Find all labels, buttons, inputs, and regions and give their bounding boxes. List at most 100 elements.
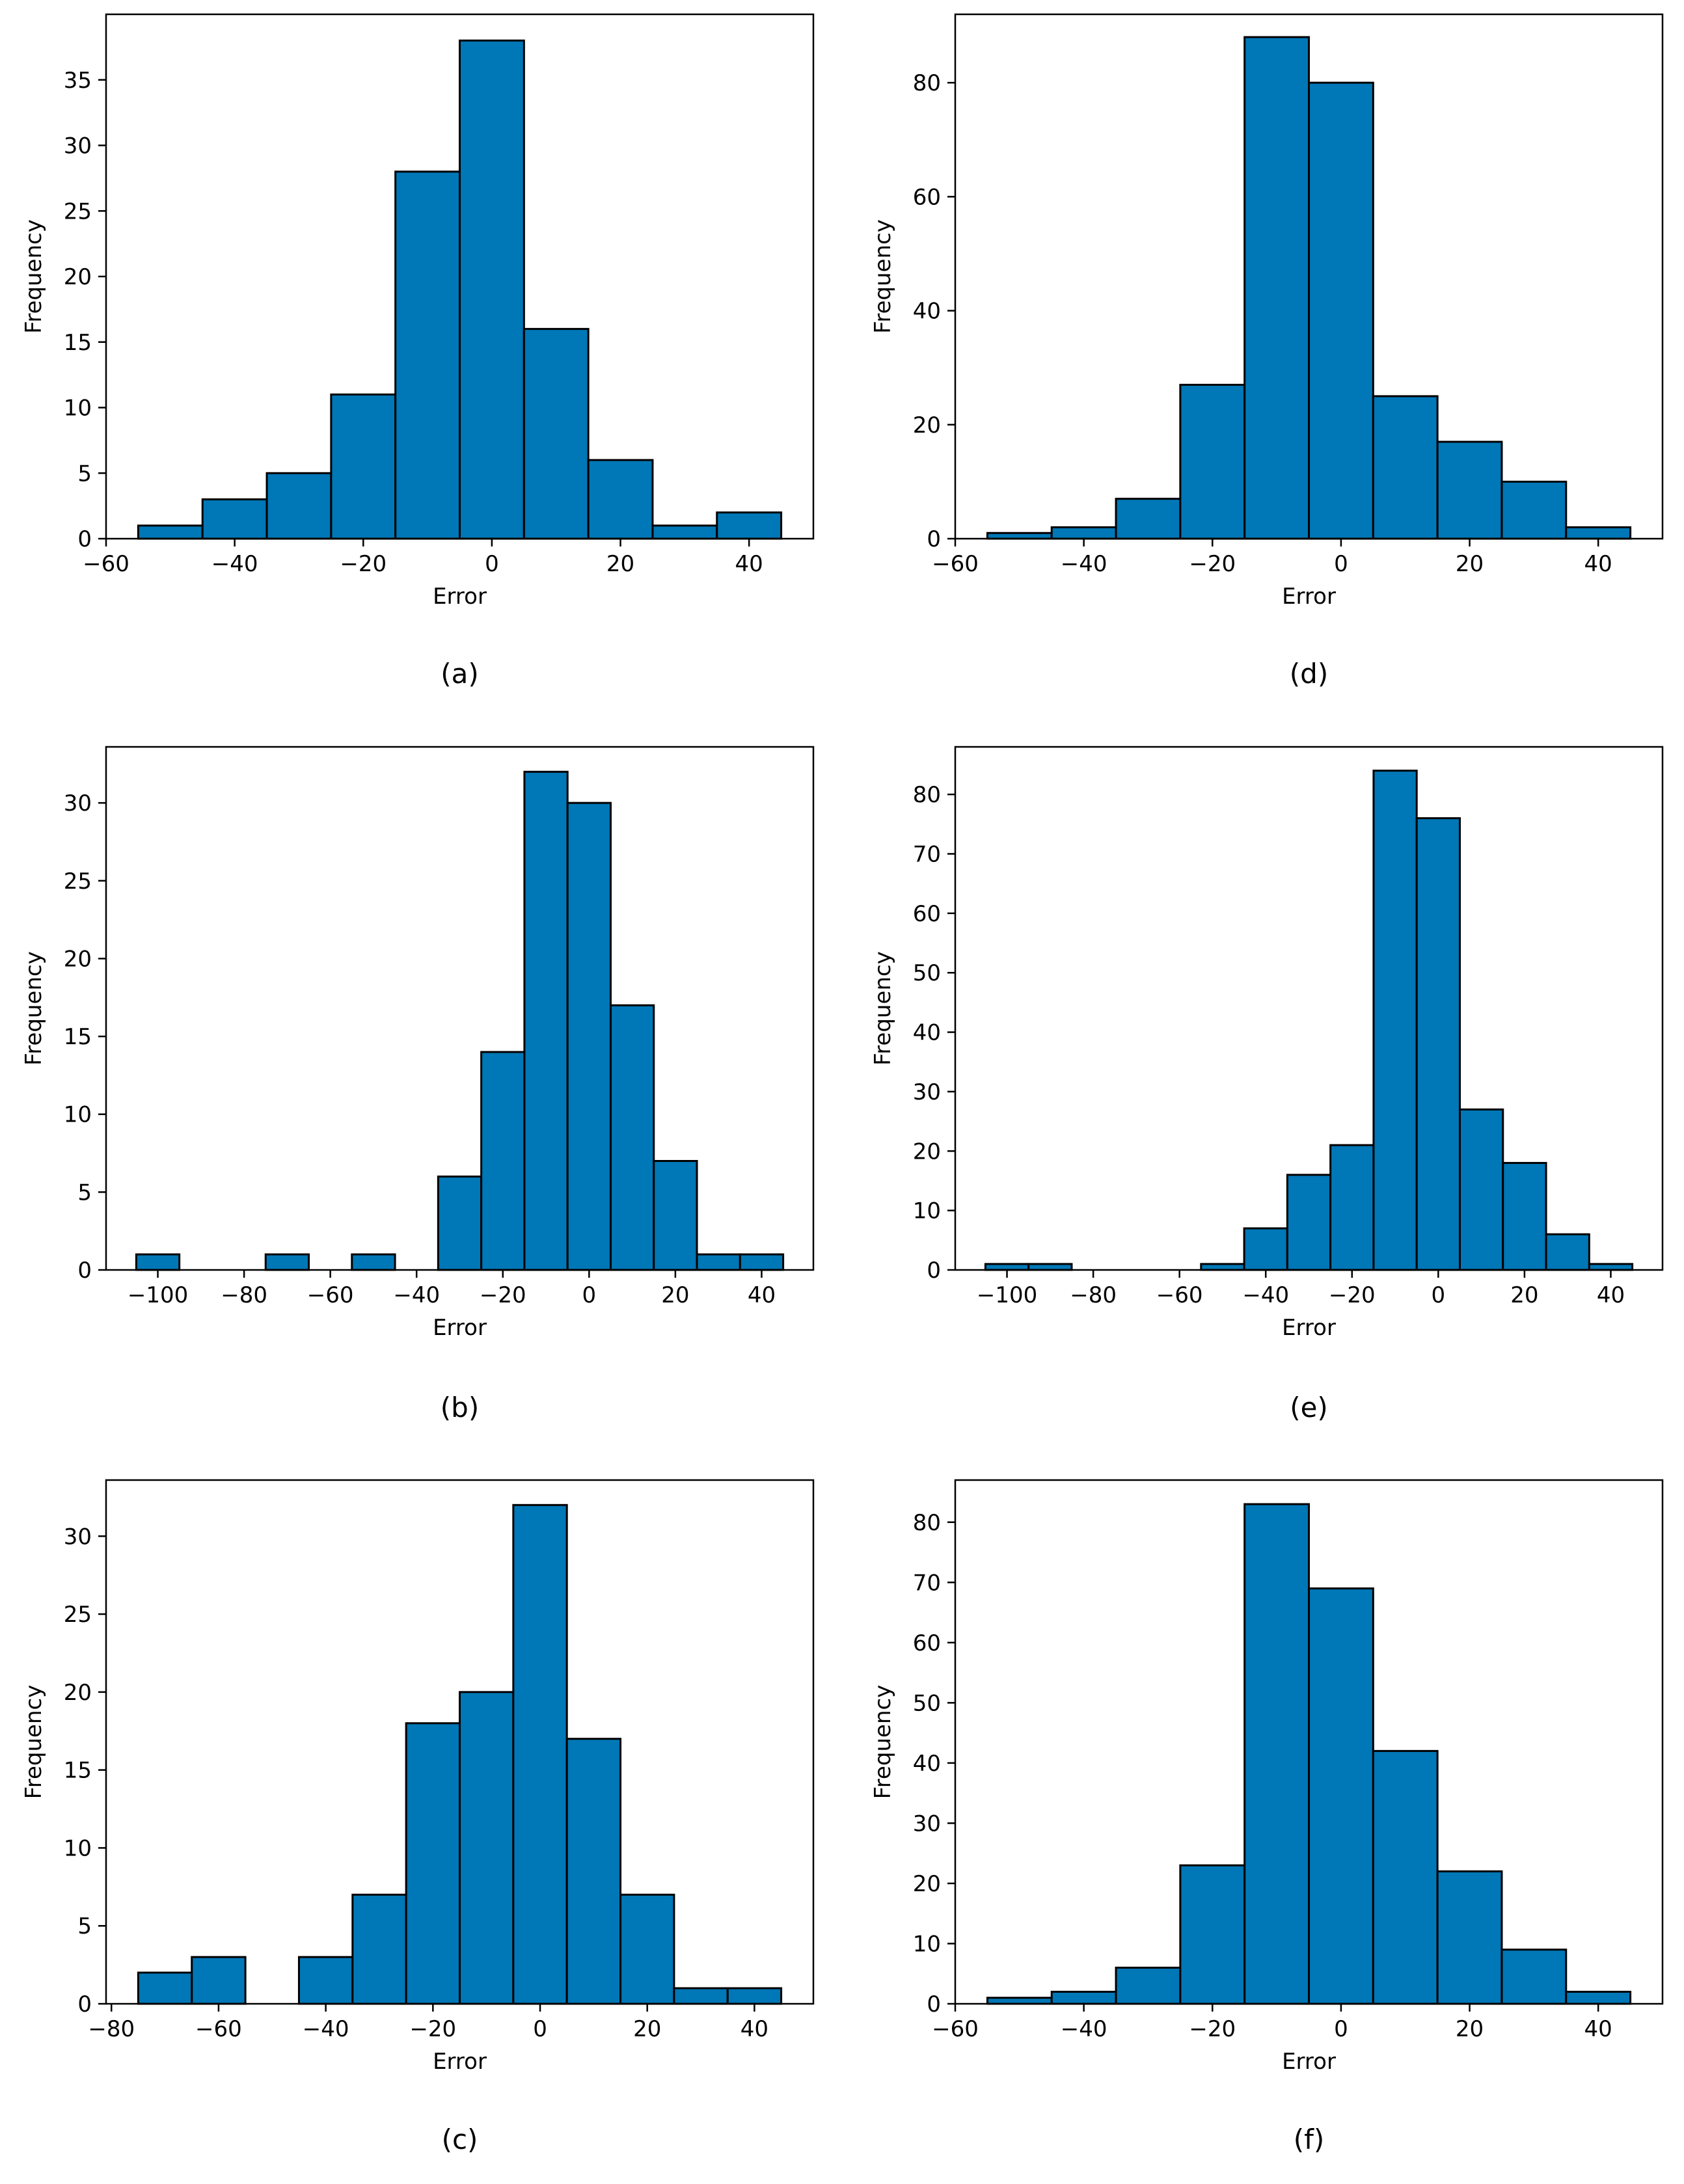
histogram-bar <box>137 524 204 540</box>
histogram-panel-2: −60 −40 −20 0 20 40 0 20 40 60 80 Error Frequency (d) <box>870 13 1664 690</box>
x-tick-label: −40 <box>303 2016 349 2042</box>
y-axis-label: Frequency <box>21 219 47 334</box>
y-tick-label: 10 <box>64 396 92 422</box>
histogram-bar <box>716 511 783 540</box>
axes-frame <box>954 1479 1664 2005</box>
histogram-bar <box>201 498 268 540</box>
panel-caption: (a) <box>441 658 479 690</box>
x-tick-label: 20 <box>1456 2016 1484 2042</box>
x-tick-label: 0 <box>485 551 499 577</box>
histogram-bar <box>1286 1174 1332 1271</box>
panel-caption: (e) <box>1290 1392 1328 1423</box>
y-tick-label: 30 <box>64 790 92 816</box>
histogram-bar <box>726 1987 783 2005</box>
histogram-panel-6: −60 −40 −20 0 20 40 0 10 20 30 40 50 60 70 80 Error Freq… <box>870 1479 1664 2155</box>
x-tick-label: 40 <box>740 2016 768 2042</box>
axes-frame <box>954 746 1664 1271</box>
y-tick-label: 0 <box>77 1991 92 2017</box>
y-tick-label: 50 <box>913 960 941 986</box>
x-tick-label: −40 <box>211 551 258 577</box>
x-tick-label: 0 <box>582 1282 597 1308</box>
histogram-bar <box>565 1738 622 2005</box>
histogram-bar <box>986 1997 1053 2005</box>
x-tick-label: −20 <box>480 1282 526 1308</box>
histogram-bar <box>137 1971 193 2005</box>
histogram-bar <box>459 1691 515 2005</box>
x-tick-label: −80 <box>1070 1282 1117 1308</box>
histogram-bar <box>1436 1870 1503 2005</box>
x-tick-label: −60 <box>83 551 129 577</box>
histogram-bar <box>739 1253 785 1271</box>
histogram-bar <box>1243 1227 1288 1271</box>
y-tick-label: 20 <box>64 264 92 290</box>
y-tick-label: 10 <box>64 1835 92 1861</box>
histogram-bar <box>984 1263 1030 1271</box>
y-tick-label: 5 <box>77 1913 92 1939</box>
x-tick-label: −60 <box>932 551 979 577</box>
y-tick-label: 20 <box>64 946 92 972</box>
histogram-bar <box>653 1160 698 1271</box>
histogram-bar <box>1565 526 1632 540</box>
histogram-bar <box>587 459 654 540</box>
y-tick-label: 80 <box>913 1510 941 1536</box>
y-tick-label: 20 <box>913 1871 941 1897</box>
histogram-bar <box>1050 526 1117 540</box>
x-tick-label: −60 <box>195 2016 242 2042</box>
x-tick-label: −60 <box>1156 1282 1203 1308</box>
axes-frame <box>105 746 815 1271</box>
histogram-bar <box>986 532 1053 540</box>
y-tick-label: 60 <box>913 1630 941 1656</box>
y-tick-label: 10 <box>64 1102 92 1128</box>
x-tick-label: −20 <box>409 2016 456 2042</box>
histogram-bar <box>1179 383 1246 540</box>
x-tick-label: −60 <box>307 1282 354 1308</box>
histogram-bar <box>651 524 718 540</box>
y-axis-label: Frequency <box>870 219 896 334</box>
x-tick-label: 40 <box>735 551 763 577</box>
y-tick-label: 0 <box>927 1258 941 1284</box>
x-tick-label: −80 <box>88 2016 135 2042</box>
histogram-bar <box>351 1253 396 1271</box>
histogram-bar <box>1243 36 1310 540</box>
y-tick-label: 0 <box>77 526 92 552</box>
histogram-bar <box>405 1722 461 2005</box>
histogram-bar <box>609 1004 655 1271</box>
histogram-bar <box>1308 1587 1374 2005</box>
histogram-bar <box>1545 1233 1590 1271</box>
histogram-panel-5: −80 −60 −40 −20 0 20 40 0 5 10 15 20 25 30 Error Freque… <box>21 1479 815 2155</box>
y-tick-label: 70 <box>913 1570 941 1596</box>
y-tick-label: 0 <box>927 1991 941 2017</box>
x-tick-label: 20 <box>1510 1282 1538 1308</box>
y-tick-label: 80 <box>913 782 941 808</box>
x-tick-label: −40 <box>1061 551 1107 577</box>
x-tick-label: −40 <box>1242 1282 1289 1308</box>
panel-caption: (d) <box>1290 658 1328 690</box>
histogram-bar <box>1027 1263 1073 1271</box>
histogram-panel-4: −100 −80 −60 −40 −20 0 20 40 0 10 20 30 40 50 60 70 80 Er… <box>870 746 1664 1423</box>
histogram-bar <box>135 1253 181 1271</box>
x-tick-label: 20 <box>606 551 634 577</box>
x-tick-label: 0 <box>1334 551 1348 577</box>
y-tick-label: 10 <box>913 1931 941 1957</box>
histogram-bar <box>1372 1749 1439 2005</box>
histogram-bar <box>1372 770 1418 1271</box>
histogram-bar <box>191 1956 247 2005</box>
y-tick-label: 5 <box>77 1180 92 1206</box>
histogram-bar <box>1588 1263 1634 1271</box>
histogram-bar <box>351 1893 407 2005</box>
x-tick-label: −20 <box>1329 1282 1376 1308</box>
histogram-panel-3: −100 −80 −60 −40 −20 0 20 40 0 5 10 15 20 25 30 Error Fr… <box>21 746 815 1423</box>
histogram-bar <box>437 1175 483 1271</box>
x-axis-label: Error <box>1282 584 1336 610</box>
y-tick-label: 15 <box>64 1758 92 1784</box>
histogram-bar <box>1501 480 1568 540</box>
x-tick-label: 40 <box>748 1282 776 1308</box>
x-tick-label: 20 <box>661 1282 689 1308</box>
y-tick-label: 25 <box>64 869 92 895</box>
x-tick-label: −60 <box>932 2016 979 2042</box>
histogram-bar <box>1372 395 1439 540</box>
histogram-bar <box>512 1503 568 2005</box>
histogram-bar <box>1050 1990 1117 2005</box>
panel-caption: (f) <box>1294 2123 1325 2155</box>
x-axis-label: Error <box>1282 1315 1336 1341</box>
